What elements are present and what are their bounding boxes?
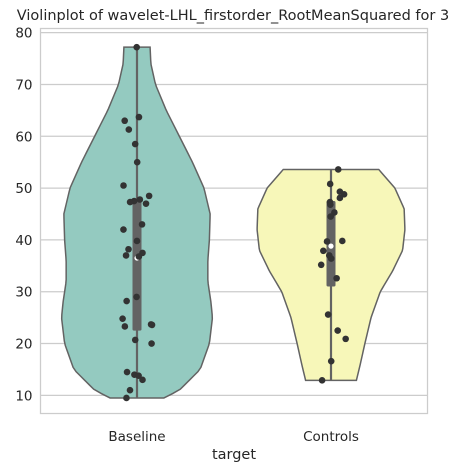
y-tick-label: 30 [15,285,32,301]
data-point [131,140,139,148]
y-tick-label: 40 [15,233,32,249]
data-point [317,261,325,269]
data-point [135,113,143,121]
data-point [327,213,334,220]
data-point [126,198,134,206]
data-point [139,376,146,384]
y-tick-label: 80 [15,26,32,42]
x-tick-label: Baseline [108,429,165,445]
data-point [326,180,334,188]
y-tick-label: 10 [15,388,32,404]
y-tick-label: 20 [15,337,32,353]
chart-title: Violinplot of wavelet-LHL_firstorder_Roo… [17,8,449,24]
data-point [333,274,340,282]
data-points [119,43,349,402]
y-tick-label: 60 [15,129,32,145]
violins [60,46,406,399]
data-point [318,377,326,384]
plot-frame [39,27,429,415]
iqr-box [132,198,142,331]
x-axis-title: target [212,447,256,463]
data-point [327,201,334,208]
data-point [122,252,130,259]
data-point [138,221,146,228]
data-point [121,117,128,125]
data-point [336,194,344,202]
data-point [142,200,150,207]
data-point [323,238,331,245]
data-point [338,237,346,245]
data-point [334,166,342,173]
data-point [126,386,134,394]
y-tick-label: 70 [15,77,32,93]
data-point [334,327,341,334]
data-point [145,192,153,200]
data-point [136,196,144,203]
median-marker [328,243,334,249]
y-tick-label: 50 [15,181,32,197]
data-point [119,315,126,322]
data-point [135,253,143,260]
data-point [327,255,335,262]
data-point [121,323,129,330]
data-point [148,340,155,347]
data-point [133,43,140,51]
data-point [123,394,130,402]
x-tick-label: Controls [303,429,359,445]
tick-labels: 10 20 30 40 50 60 70 80 Baseline Controls [15,26,359,445]
data-point [324,311,332,318]
data-point [120,226,127,233]
data-point [125,245,132,253]
data-point [131,336,139,344]
data-point [133,293,140,301]
data-point [133,237,141,245]
data-point [148,321,156,329]
data-point [125,126,133,133]
data-point [120,182,127,189]
data-point [342,335,349,343]
data-point [320,247,327,255]
data-point [135,372,142,379]
data-point [123,368,131,376]
data-point [327,357,335,365]
data-point [133,158,141,166]
data-point [123,297,130,305]
